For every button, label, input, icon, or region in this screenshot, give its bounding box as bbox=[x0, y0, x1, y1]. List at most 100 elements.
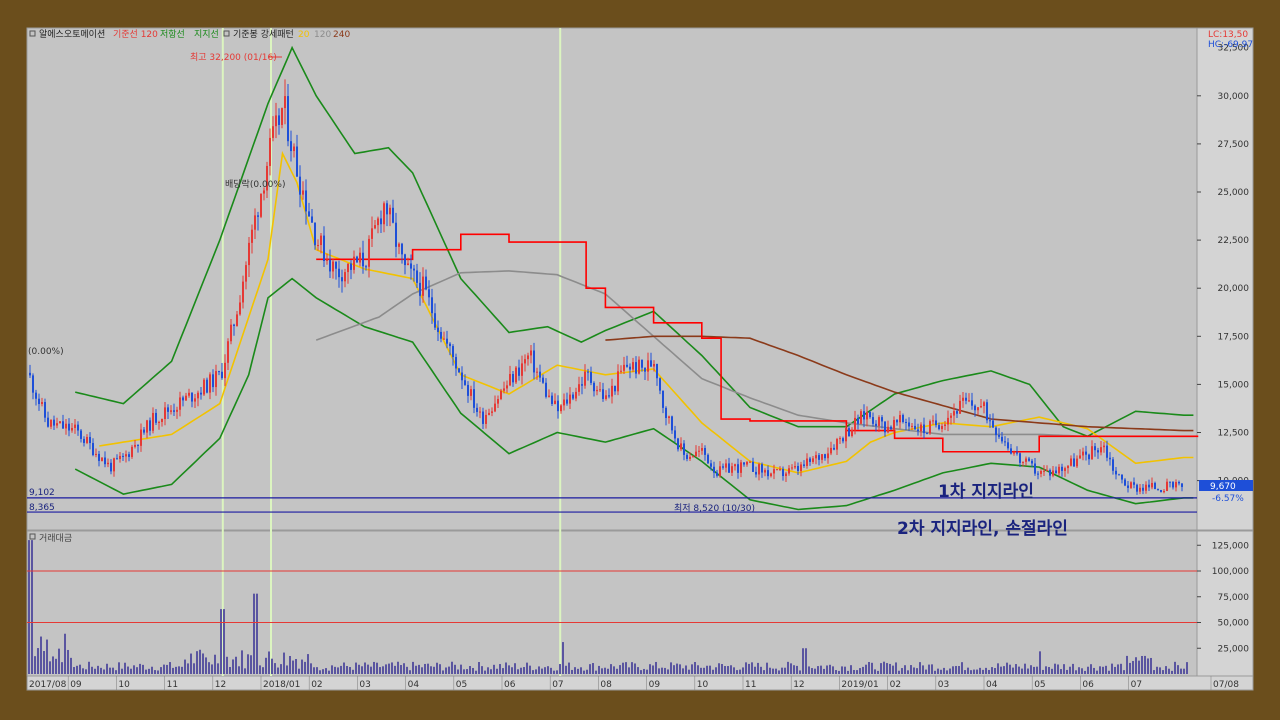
volume-bar bbox=[196, 651, 198, 674]
volume-bar bbox=[532, 670, 534, 674]
volume-bar bbox=[412, 661, 414, 674]
candle-body bbox=[1133, 482, 1135, 485]
candle-body bbox=[833, 447, 835, 450]
candle-body bbox=[347, 263, 349, 273]
volume-bar bbox=[529, 665, 531, 674]
volume-bar bbox=[391, 662, 393, 674]
date-tick-label: 2017/08 bbox=[29, 680, 67, 690]
candle-body bbox=[1067, 465, 1069, 469]
candle-body bbox=[905, 421, 907, 423]
volume-bar bbox=[679, 664, 681, 674]
price-badge-bg bbox=[1199, 480, 1253, 491]
candle-body bbox=[425, 276, 427, 290]
candle-body bbox=[275, 115, 277, 127]
candle-body bbox=[302, 190, 304, 195]
candle-body bbox=[440, 331, 442, 339]
candle-body bbox=[122, 455, 124, 457]
volume-bar bbox=[814, 668, 816, 674]
volume-bar bbox=[637, 667, 639, 674]
candle-body bbox=[482, 411, 484, 424]
candle-body bbox=[1049, 470, 1051, 476]
candle-body bbox=[533, 350, 535, 373]
candle-body bbox=[443, 338, 445, 340]
candle-body bbox=[1166, 481, 1168, 491]
candle-body bbox=[1058, 466, 1060, 474]
legend-pattern: 기준봉 강세패턴 bbox=[233, 29, 294, 40]
candle-body bbox=[107, 462, 109, 465]
candle-body bbox=[266, 165, 268, 191]
volume-bar bbox=[304, 661, 306, 674]
volume-bar bbox=[556, 670, 558, 674]
candle-body bbox=[221, 371, 223, 379]
candle-body bbox=[449, 343, 451, 347]
candle-body bbox=[1103, 445, 1105, 448]
volume-bar bbox=[58, 648, 60, 674]
candle-body bbox=[212, 374, 214, 388]
candle-body bbox=[461, 372, 463, 381]
volume-bar bbox=[85, 669, 87, 674]
volume-bar bbox=[349, 667, 351, 674]
candle-body bbox=[539, 371, 541, 378]
volume-bar bbox=[292, 660, 294, 674]
volume-bar bbox=[361, 666, 363, 674]
volume-bar bbox=[1138, 660, 1140, 674]
volume-bar bbox=[70, 657, 72, 674]
candle-body bbox=[1151, 482, 1153, 488]
volume-bar bbox=[1102, 666, 1104, 674]
volume-bar bbox=[97, 665, 99, 674]
volume-bar bbox=[1096, 670, 1098, 674]
candle-body bbox=[260, 193, 262, 217]
candle-body bbox=[1115, 470, 1117, 475]
volume-bar bbox=[451, 661, 453, 674]
candle-body bbox=[371, 228, 373, 239]
volume-bar bbox=[1165, 666, 1167, 674]
volume-bar bbox=[367, 664, 369, 674]
volume-bar bbox=[160, 667, 162, 674]
candle-body bbox=[704, 448, 706, 455]
legend-20: 20 bbox=[298, 30, 310, 40]
candle-body bbox=[581, 384, 583, 386]
volume-bar bbox=[796, 665, 798, 674]
candle-body bbox=[884, 421, 886, 433]
candle-body bbox=[878, 417, 880, 426]
volume-bar bbox=[760, 666, 762, 674]
volume-bar bbox=[739, 669, 741, 674]
volume-bar bbox=[100, 667, 102, 674]
candle-body bbox=[1178, 481, 1180, 484]
candle-body bbox=[1001, 436, 1003, 442]
volume-bar bbox=[604, 667, 606, 674]
candle-body bbox=[887, 426, 889, 433]
candle-body bbox=[872, 417, 874, 424]
volume-bar bbox=[313, 667, 315, 674]
low-label: 최저 8,520 (10/30) bbox=[674, 503, 755, 514]
volume-axis-panel bbox=[1196, 530, 1254, 677]
volume-bar bbox=[1012, 667, 1014, 674]
volume-bar bbox=[811, 668, 813, 674]
volume-bar bbox=[190, 653, 192, 674]
volume-bar bbox=[1132, 660, 1134, 674]
volume-bar bbox=[523, 667, 525, 674]
candle-body bbox=[407, 263, 409, 266]
candle-body bbox=[1127, 485, 1129, 488]
candle-body bbox=[839, 438, 841, 440]
legend-support: 지지선 bbox=[194, 29, 219, 40]
candle-body bbox=[113, 458, 115, 472]
volume-bar bbox=[106, 663, 108, 674]
candle-body bbox=[50, 419, 52, 427]
candle-body bbox=[956, 411, 958, 414]
volume-bar bbox=[724, 666, 726, 674]
candle-body bbox=[245, 265, 247, 282]
date-tick-label: 10 bbox=[697, 680, 709, 690]
volume-bar bbox=[922, 665, 924, 674]
candle-body bbox=[416, 270, 418, 283]
volume-bar bbox=[1111, 663, 1113, 674]
volume-bar bbox=[634, 663, 636, 674]
candle-body bbox=[248, 242, 250, 266]
legend-symbol: 알에스오토메이션 bbox=[39, 29, 105, 40]
date-tick-label: 04 bbox=[986, 680, 998, 690]
price-axis-panel bbox=[1196, 27, 1254, 531]
volume-bar bbox=[1129, 662, 1131, 674]
volume-bar bbox=[61, 662, 63, 674]
volume-bar bbox=[652, 665, 654, 674]
candle-body bbox=[713, 466, 715, 473]
